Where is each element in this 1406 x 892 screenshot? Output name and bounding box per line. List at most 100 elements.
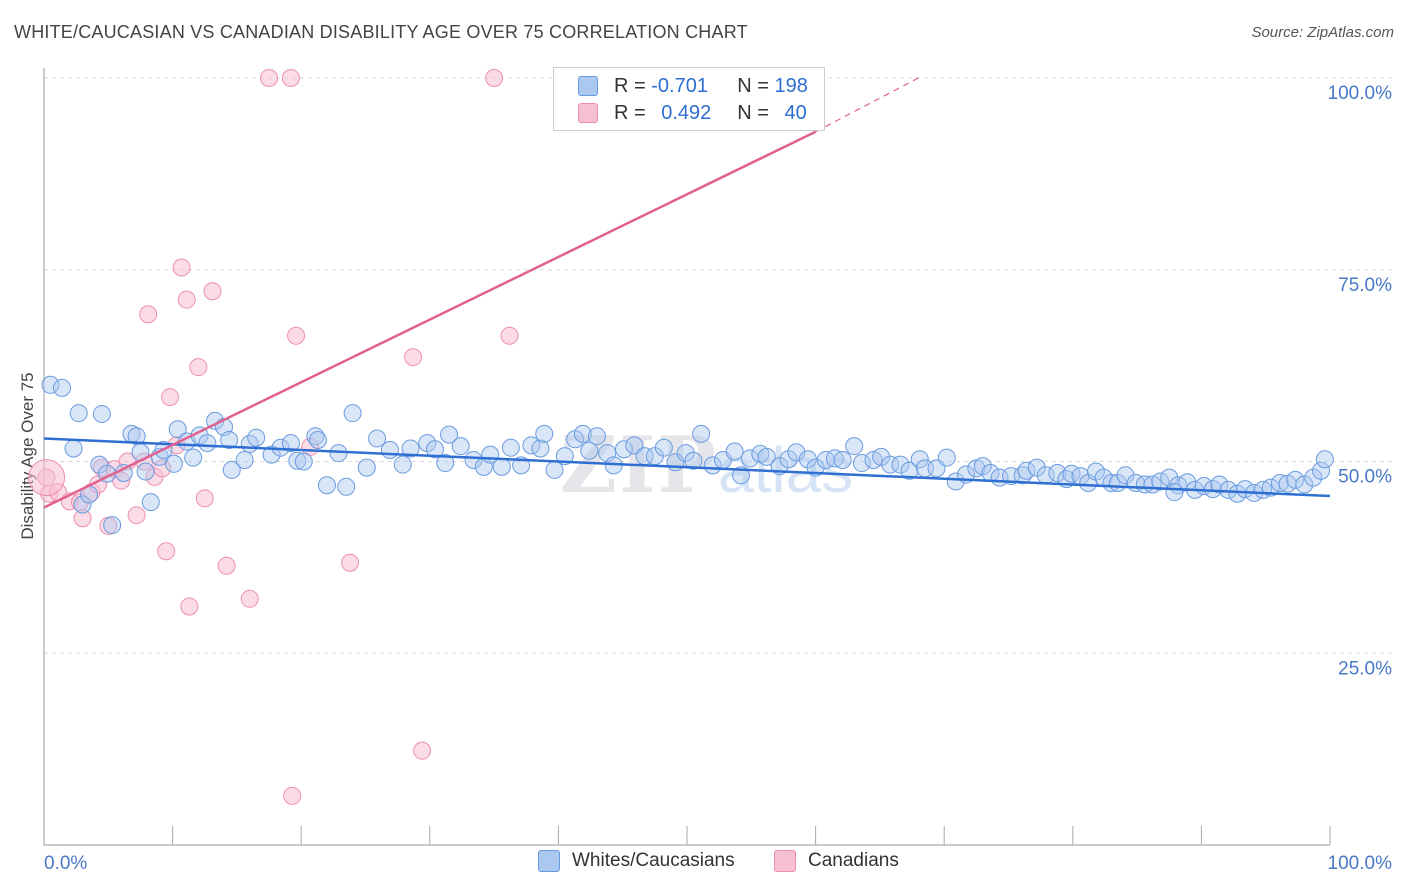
canadians-point bbox=[195, 489, 214, 508]
whites-point bbox=[725, 442, 744, 461]
canadians-point bbox=[172, 258, 191, 277]
whites-point bbox=[222, 460, 241, 479]
canadians-point bbox=[260, 69, 279, 87]
whites-point bbox=[1203, 480, 1222, 499]
whites-point bbox=[684, 451, 703, 470]
axes bbox=[43, 68, 1331, 846]
whites-point bbox=[492, 457, 511, 476]
legend-n-value: 40 bbox=[784, 101, 807, 124]
whites-point bbox=[41, 375, 60, 394]
whites-point bbox=[198, 434, 217, 453]
canadians-point bbox=[485, 69, 504, 87]
canadians-point bbox=[189, 358, 208, 377]
whites-point bbox=[317, 476, 336, 495]
legend-item-whites[interactable]: Whites/Caucasians bbox=[538, 850, 735, 872]
whites-point bbox=[1165, 483, 1184, 502]
legend-r-label: R = bbox=[614, 101, 652, 124]
canadians-point bbox=[139, 305, 158, 324]
whites-point bbox=[531, 439, 550, 458]
chart-title: WHITE/CAUCASIAN VS CANADIAN DISABILITY A… bbox=[14, 22, 748, 42]
whites-point bbox=[833, 450, 852, 469]
whites-point bbox=[501, 438, 520, 457]
whites-point bbox=[654, 438, 673, 457]
legend-n-label: N = bbox=[737, 74, 775, 97]
whites-point bbox=[368, 429, 387, 448]
canadians-point bbox=[281, 69, 300, 87]
canadians-point bbox=[177, 290, 196, 309]
whites-point bbox=[401, 439, 420, 458]
y-tick-label: 75.0% bbox=[1338, 275, 1392, 296]
x-tick-label: 100.0% bbox=[1328, 853, 1393, 874]
y-tick-label: 25.0% bbox=[1338, 658, 1392, 679]
canadians-point bbox=[73, 509, 92, 528]
whites-point bbox=[343, 404, 362, 423]
whites-point bbox=[910, 450, 929, 469]
legend-r-value: 0.492 bbox=[661, 101, 712, 124]
canadians-trend-extension bbox=[815, 77, 919, 133]
whites-point bbox=[92, 404, 111, 423]
whites-point bbox=[235, 450, 254, 469]
whites-point bbox=[973, 457, 992, 476]
whites-point bbox=[73, 495, 92, 514]
whites-point bbox=[1270, 473, 1289, 492]
whites-point bbox=[757, 447, 776, 466]
whites-point bbox=[1261, 478, 1280, 497]
whites-point bbox=[1315, 450, 1334, 469]
legend-swatch-whites bbox=[538, 850, 560, 872]
canadians-point bbox=[28, 459, 66, 497]
whites-point bbox=[262, 445, 281, 464]
whites-point bbox=[1286, 470, 1305, 489]
legend-swatch-whites bbox=[578, 76, 598, 96]
whites-point bbox=[425, 440, 444, 459]
whites-point bbox=[281, 434, 300, 453]
whites-point bbox=[436, 454, 455, 473]
whites-point bbox=[937, 448, 956, 467]
canadians-point bbox=[127, 506, 146, 525]
whites-point bbox=[184, 448, 203, 467]
canadians-point bbox=[413, 741, 432, 760]
whites-point bbox=[451, 437, 470, 456]
whites-point bbox=[1295, 475, 1314, 494]
whites-point bbox=[891, 455, 910, 474]
legend-swatch-canadians bbox=[578, 103, 598, 123]
canadians-point bbox=[203, 282, 222, 301]
whites-point bbox=[308, 431, 327, 450]
whites-point bbox=[692, 424, 711, 443]
canadians-point bbox=[180, 597, 199, 616]
canadians-point bbox=[287, 326, 306, 345]
legend-n-label: N = bbox=[737, 101, 775, 124]
whites-point bbox=[587, 427, 606, 446]
whites-point bbox=[676, 444, 695, 463]
trend-lines bbox=[43, 77, 1331, 509]
legend-r-label: R = bbox=[614, 74, 652, 97]
whites-point bbox=[464, 450, 483, 469]
whites-point bbox=[247, 428, 266, 447]
whites-point bbox=[90, 455, 109, 474]
legend-row-canadians: R = 0.492 N = 40 bbox=[578, 100, 807, 126]
stats-legend: R = -0.701 N = 198 R = 0.492 N = 40 bbox=[553, 67, 825, 131]
legend-label-canadians: Canadians bbox=[808, 850, 899, 871]
whites-point bbox=[900, 461, 919, 480]
whites-point bbox=[141, 493, 160, 512]
legend-item-canadians[interactable]: Canadians bbox=[774, 850, 899, 872]
whites-point bbox=[1017, 461, 1036, 480]
whites-point bbox=[1048, 464, 1067, 483]
whites-point bbox=[1151, 472, 1170, 491]
canadians-point bbox=[283, 786, 302, 805]
source-label: Source: ZipAtlas.com bbox=[1251, 24, 1394, 41]
legend-r-value: -0.701 bbox=[651, 74, 708, 97]
legend-label-whites: Whites/Caucasians bbox=[572, 850, 735, 871]
whites-point bbox=[288, 451, 307, 470]
whites-point bbox=[881, 455, 900, 474]
whites-point bbox=[294, 452, 313, 471]
grid-lines bbox=[44, 77, 1392, 654]
y-tick-label: 50.0% bbox=[1338, 467, 1392, 488]
whites-point bbox=[53, 378, 72, 397]
whites-point bbox=[168, 420, 187, 439]
whites-point bbox=[872, 447, 891, 466]
whites-points bbox=[41, 375, 1334, 535]
whites-point bbox=[779, 450, 798, 469]
whites-point bbox=[64, 439, 83, 458]
y-tick-label: 100.0% bbox=[1328, 83, 1393, 104]
whites-point bbox=[580, 441, 599, 460]
